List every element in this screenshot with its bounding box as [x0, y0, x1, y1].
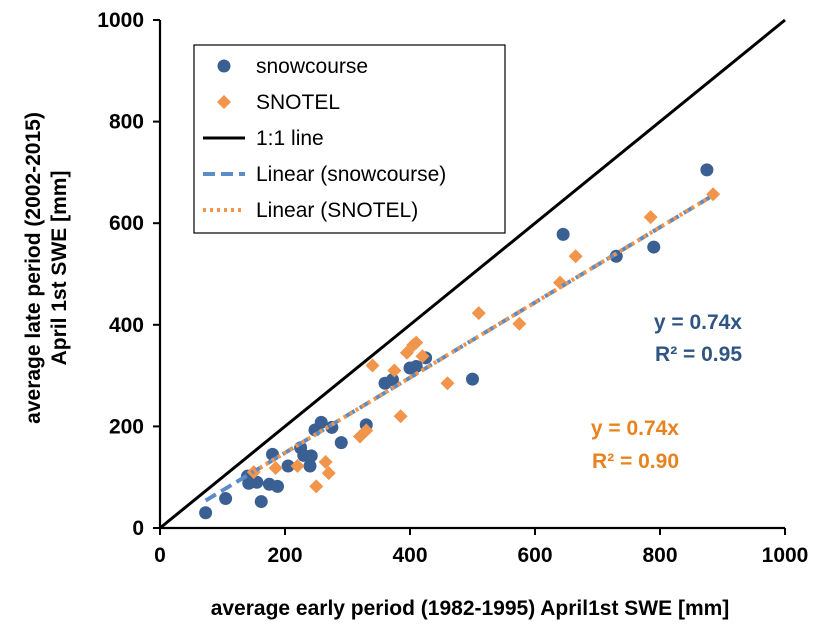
legend-marker-snotel: [217, 95, 231, 109]
legend: snowcourse SNOTEL 1:1 line Linear (snowc…: [193, 44, 506, 234]
y-axis-ticks: 0 200 400 600 800 1000: [97, 9, 160, 540]
legend-marker-snowcourse: [217, 59, 231, 73]
linear-snotel-trendline: [252, 192, 717, 474]
snotel-r-squared: R² = 0.90: [592, 450, 679, 473]
legend-item-snowcourse: snowcourse: [217, 55, 368, 78]
snowcourse-point: [466, 372, 479, 386]
legend-item-linear-snowcourse: Linear (snowcourse): [203, 163, 446, 186]
legend-label-linear-snotel: Linear (SNOTEL): [256, 199, 418, 222]
snotel-point: [268, 461, 283, 476]
snowcourse-point: [250, 475, 264, 489]
snotel-point: [409, 335, 424, 350]
one-to-one-line: [159, 18, 786, 530]
snotel-point: [321, 466, 336, 481]
legend-label-one-to-one: 1:1 line: [256, 127, 324, 150]
snowcourse-point: [314, 415, 328, 429]
snotel-point: [393, 409, 408, 424]
y-tick-label: 200: [109, 415, 144, 438]
snotel-point: [359, 423, 374, 438]
data-points: [199, 163, 721, 520]
one-to-one-line-path: [159, 18, 786, 530]
snotel-point: [309, 479, 324, 494]
y-axis-title-line1: average late period (2002-2015): [22, 112, 45, 424]
snotel-point: [568, 249, 583, 264]
x-tick-label: 0: [154, 544, 166, 567]
legend-label-linear-snowcourse: Linear (snowcourse): [256, 163, 446, 186]
snowcourse-point: [700, 163, 714, 177]
y-tick-label: 800: [109, 111, 144, 134]
snotel-point: [318, 454, 333, 469]
snotel-point: [365, 358, 380, 373]
snowcourse-point: [271, 479, 284, 493]
y-axis-title-line2: April 1st SWE [mm]: [48, 171, 71, 366]
snotel-point: [290, 459, 305, 474]
annotation-snowcourse: y = 0.74x R² = 0.95: [654, 311, 742, 366]
snowcourse-equation: y = 0.74x: [654, 311, 742, 334]
snowcourse-point: [254, 495, 268, 509]
x-tick-label: 400: [392, 544, 427, 567]
snowcourse-point: [219, 492, 233, 506]
snowcourse-point: [303, 459, 317, 473]
y-tick-label: 1000: [97, 9, 144, 32]
x-tick-label: 1000: [762, 544, 809, 567]
legend-item-linear-snotel: Linear (SNOTEL): [203, 199, 418, 222]
legend-label-snowcourse: snowcourse: [256, 55, 368, 78]
snowcourse-point: [409, 359, 423, 373]
snotel-point: [512, 316, 527, 331]
snowcourse-point: [281, 459, 295, 473]
x-tick-label: 600: [517, 544, 552, 567]
snowcourse-r-squared: R² = 0.95: [655, 343, 742, 366]
x-tick-label: 200: [267, 544, 302, 567]
annotation-snotel: y = 0.74x R² = 0.90: [591, 417, 679, 473]
snotel-point: [471, 306, 486, 321]
y-tick-label: 0: [132, 517, 144, 540]
y-tick-label: 400: [109, 314, 144, 337]
snotel-point: [415, 349, 430, 364]
plot-frame: [158, 20, 785, 530]
snotel-point: [387, 363, 402, 378]
snowcourse-point: [304, 449, 318, 463]
legend-box: [193, 44, 506, 234]
legend-item-snotel: SNOTEL: [217, 91, 340, 114]
snotel-equation: y = 0.74x: [591, 417, 679, 440]
snowcourse-point: [199, 506, 213, 520]
y-axis-title: average late period (2002-2015) April 1s…: [22, 112, 71, 424]
snotel-point: [643, 210, 658, 225]
legend-label-snotel: SNOTEL: [256, 91, 340, 114]
x-axis-ticks: 0 200 400 600 800 1000: [154, 528, 808, 567]
x-axis-title: average early period (1982-1995) April1s…: [211, 597, 730, 620]
legend-item-one-to-one: 1:1 line: [203, 127, 324, 150]
snowcourse-point: [647, 240, 661, 254]
snotel-point: [440, 376, 455, 391]
y-tick-label: 600: [109, 212, 144, 235]
x-tick-label: 800: [642, 544, 677, 567]
snowcourse-point: [386, 373, 399, 387]
snowcourse-point: [334, 436, 348, 450]
snowcourse-point: [556, 227, 570, 241]
snowcourse-point: [609, 249, 623, 263]
